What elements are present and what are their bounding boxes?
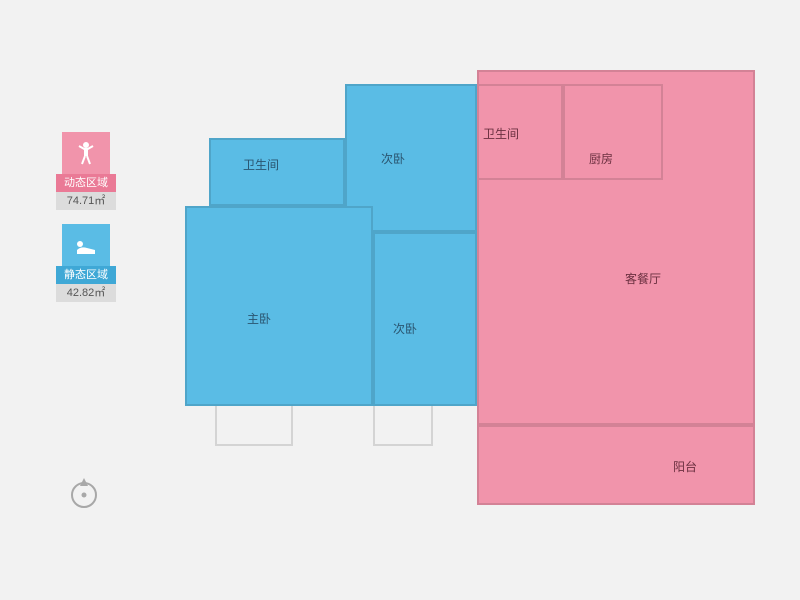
legend-dynamic-value: 74.71㎡ — [56, 192, 116, 210]
legend-panel: 动态区域 74.71㎡ 静态区域 42.82㎡ — [56, 132, 116, 316]
dynamic-zone-icon — [62, 132, 110, 174]
room-master — [185, 206, 373, 406]
floor-notch-0 — [215, 406, 293, 446]
legend-static-value: 42.82㎡ — [56, 284, 116, 302]
room-label-bed2b: 次卧 — [393, 320, 417, 337]
static-zone-icon — [62, 224, 110, 266]
room-balcony — [477, 425, 755, 505]
legend-static-label: 静态区域 — [56, 266, 116, 284]
room-bed2b — [373, 232, 477, 406]
room-label-living: 客餐厅 — [625, 270, 661, 287]
room-label-master: 主卧 — [247, 310, 271, 327]
legend-dynamic-label: 动态区域 — [56, 174, 116, 192]
floor-plan: 客餐厅厨房卫生间阳台次卧卫生间主卧次卧 — [185, 70, 755, 540]
room-label-kitchen: 厨房 — [589, 150, 613, 167]
room-label-bath1: 卫生间 — [243, 156, 279, 173]
room-label-bath2: 卫生间 — [483, 125, 519, 142]
legend-static: 静态区域 42.82㎡ — [56, 224, 116, 302]
floor-notch-1 — [373, 406, 433, 446]
legend-dynamic: 动态区域 74.71㎡ — [56, 132, 116, 210]
room-label-balcony: 阳台 — [673, 458, 697, 475]
room-label-bed2a: 次卧 — [381, 150, 405, 167]
compass-icon — [66, 475, 102, 516]
